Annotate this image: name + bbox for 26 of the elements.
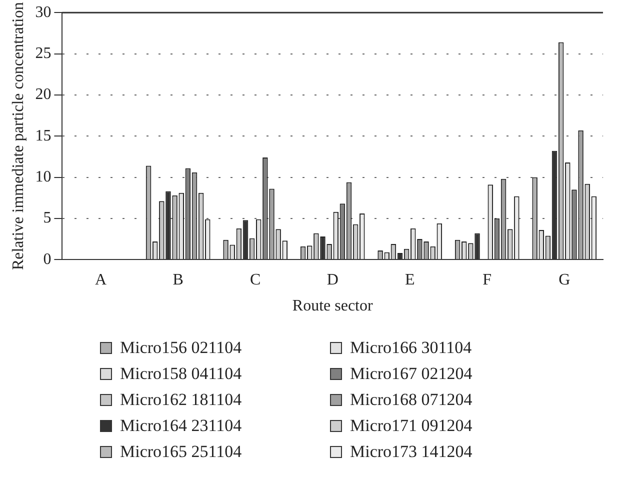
x-tick-label: D xyxy=(326,271,338,288)
legend-label: Micro171 091204 xyxy=(350,416,472,436)
legend-label: Micro168 071204 xyxy=(350,390,472,410)
legend-label: Micro158 041104 xyxy=(120,364,242,384)
legend-label: Micro165 251104 xyxy=(120,442,242,462)
x-tick-label: E xyxy=(404,271,415,288)
y-tick-label: 30 xyxy=(35,4,52,21)
y-tick-label: 15 xyxy=(35,127,52,144)
y-tick-label: 10 xyxy=(35,168,52,186)
x-tick-label: F xyxy=(482,271,492,288)
y-tick-label: 5 xyxy=(43,210,52,227)
x-tick-label: C xyxy=(250,271,261,288)
legend-label: Micro162 181104 xyxy=(120,390,242,410)
legend-label: Micro156 021104 xyxy=(120,338,242,358)
x-tick-label: G xyxy=(558,271,571,288)
y-tick-label: 25 xyxy=(35,44,52,62)
x-axis-title: Route sector xyxy=(292,298,374,315)
legend-label: Micro173 141204 xyxy=(350,442,472,462)
y-tick-label: 0 xyxy=(43,250,52,268)
y-tick-label: 20 xyxy=(35,86,52,104)
legend-label: Micro164 231104 xyxy=(120,416,242,436)
x-tick-label: A xyxy=(95,271,108,288)
y-axis-title: Relative immediate particle concentration xyxy=(10,2,27,270)
x-tick-label: B xyxy=(172,271,184,288)
legend-label: Micro167 021204 xyxy=(350,364,472,384)
legend-label: Micro166 301104 xyxy=(350,338,472,358)
